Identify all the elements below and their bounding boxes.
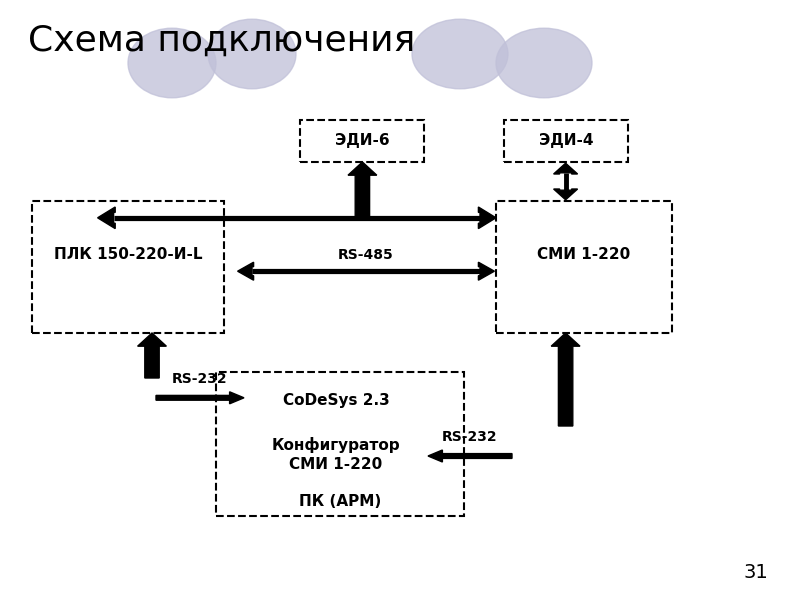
Text: ПК (АРМ): ПК (АРМ) xyxy=(299,494,381,509)
FancyArrow shape xyxy=(238,262,254,280)
FancyArrow shape xyxy=(428,450,512,462)
Bar xyxy=(216,372,464,516)
FancyArrow shape xyxy=(478,207,496,229)
Bar xyxy=(244,426,428,483)
FancyArrow shape xyxy=(554,163,578,174)
Text: RS-232: RS-232 xyxy=(172,372,228,386)
FancyArrow shape xyxy=(478,262,494,280)
Bar xyxy=(496,201,672,333)
Text: RS-232: RS-232 xyxy=(442,430,498,444)
Bar xyxy=(32,201,224,333)
FancyArrow shape xyxy=(156,392,244,404)
Bar xyxy=(504,120,628,162)
Text: Схема подключения: Схема подключения xyxy=(28,24,415,58)
Text: Конфигуратор
СМИ 1-220: Конфигуратор СМИ 1-220 xyxy=(272,437,400,472)
Text: 31: 31 xyxy=(743,563,768,582)
Bar xyxy=(300,120,424,162)
FancyArrow shape xyxy=(98,207,115,229)
FancyArrow shape xyxy=(554,189,578,200)
Ellipse shape xyxy=(412,19,508,89)
FancyArrow shape xyxy=(348,162,377,218)
FancyArrow shape xyxy=(551,333,580,426)
Bar xyxy=(244,378,428,423)
Text: RS-485: RS-485 xyxy=(338,248,394,262)
Ellipse shape xyxy=(128,28,216,98)
Text: СМИ 1-220: СМИ 1-220 xyxy=(538,247,630,262)
Text: ЭДИ-4: ЭДИ-4 xyxy=(538,133,594,148)
Text: ЭДИ-6: ЭДИ-6 xyxy=(334,133,390,148)
Ellipse shape xyxy=(208,19,296,89)
Text: CoDeSys 2.3: CoDeSys 2.3 xyxy=(282,393,390,408)
FancyArrow shape xyxy=(138,333,166,378)
Text: ПЛК 150-220-И-L: ПЛК 150-220-И-L xyxy=(54,247,202,262)
Ellipse shape xyxy=(496,28,592,98)
